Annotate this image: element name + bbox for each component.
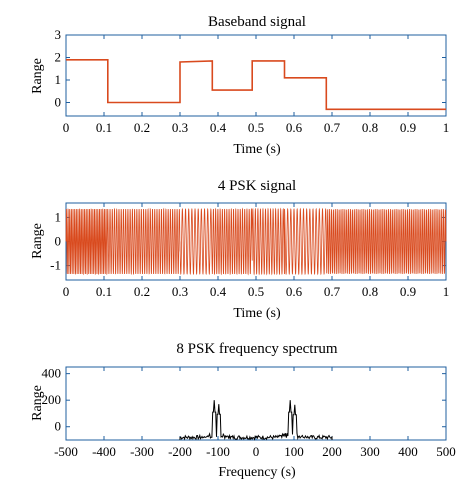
x-tick-label: 1 bbox=[443, 120, 450, 135]
y-tick-label: 2 bbox=[55, 50, 62, 65]
x-tick-label: 0.2 bbox=[134, 120, 150, 135]
y-tick-label: 1 bbox=[55, 72, 62, 87]
x-tick-label: -100 bbox=[206, 444, 230, 459]
y-ticks: 0 200 400 bbox=[42, 366, 446, 434]
x-tick-label: 200 bbox=[322, 444, 342, 459]
x-tick-label: 0 bbox=[63, 284, 70, 299]
plot-frame bbox=[65, 366, 447, 441]
x-tick-label: -300 bbox=[130, 444, 154, 459]
spectrum-series-line bbox=[179, 400, 333, 441]
x-tick-label: 0.5 bbox=[248, 120, 264, 135]
y-ticks: 0 1 2 3 bbox=[55, 27, 446, 110]
x-ticks: 0 0.1 0.2 0.3 0.4 0.5 0.6 0.7 0.8 0.9 1 bbox=[63, 203, 450, 299]
x-tick-label: -400 bbox=[92, 444, 116, 459]
chart-title: 8 PSK frequency spectrum bbox=[176, 341, 338, 357]
y-tick-label: -1 bbox=[50, 258, 61, 273]
x-tick-label: 0.7 bbox=[324, 120, 341, 135]
y-tick-label: 1 bbox=[55, 209, 62, 224]
x-ticks: 0 0.1 0.2 0.3 0.4 0.5 0.6 0.7 0.8 0.9 1 bbox=[63, 35, 450, 135]
x-tick-label: 0.9 bbox=[400, 120, 416, 135]
y-tick-label: 0 bbox=[55, 234, 62, 249]
panel-spectrum: 8 PSK frequency spectrum -500 -400 -300 -20… bbox=[30, 341, 456, 480]
chart-title: Baseband signal bbox=[208, 14, 306, 30]
x-axis-label: Frequency (s) bbox=[218, 465, 296, 480]
x-tick-label: 300 bbox=[360, 444, 380, 459]
y-tick-label: 0 bbox=[55, 419, 62, 434]
x-tick-label: 0.6 bbox=[286, 284, 303, 299]
y-tick-label: 3 bbox=[55, 27, 62, 42]
plot-frame bbox=[65, 34, 447, 117]
x-tick-label: 1 bbox=[443, 284, 450, 299]
x-tick-label: 0 bbox=[63, 120, 70, 135]
x-tick-label: 0.2 bbox=[134, 284, 150, 299]
y-axis-label: Range bbox=[30, 223, 45, 259]
y-tick-label: 400 bbox=[42, 366, 62, 381]
psk-series-line bbox=[65, 207, 447, 276]
chart-title: 4 PSK signal bbox=[218, 178, 296, 194]
x-ticks: -500 -400 -300 -200 -100 0 100 200 300 400 500 bbox=[54, 367, 456, 459]
x-tick-label: -500 bbox=[54, 444, 78, 459]
x-tick-label: 0.8 bbox=[362, 284, 378, 299]
x-tick-label: 0.4 bbox=[210, 120, 227, 135]
x-axis-label: Time (s) bbox=[233, 306, 281, 321]
x-tick-label: 500 bbox=[436, 444, 456, 459]
baseband-series-line bbox=[66, 59, 446, 111]
x-tick-label: 0.6 bbox=[286, 120, 303, 135]
y-axis-label: Range bbox=[30, 58, 45, 94]
x-tick-label: 0.4 bbox=[210, 284, 227, 299]
y-tick-label: 0 bbox=[55, 95, 62, 110]
y-tick-label: 200 bbox=[42, 392, 62, 407]
x-tick-label: 0.1 bbox=[96, 120, 112, 135]
y-axis-label: Range bbox=[30, 385, 45, 421]
x-tick-label: 0.3 bbox=[172, 284, 188, 299]
x-tick-label: 0.7 bbox=[324, 284, 341, 299]
x-tick-label: 400 bbox=[398, 444, 418, 459]
x-tick-label: 0.8 bbox=[362, 120, 378, 135]
x-tick-label: 0.1 bbox=[96, 284, 112, 299]
x-tick-label: 0 bbox=[253, 444, 260, 459]
x-tick-label: 0.9 bbox=[400, 284, 416, 299]
x-axis-label: Time (s) bbox=[233, 142, 281, 157]
panel-psk-signal: 4 PSK signal 0 0.1 0.2 0.3 0.4 0.5 0.6 0.7 0.8 0.… bbox=[30, 178, 449, 321]
panel-baseband: Baseband signal 0 0.1 0.2 0.3 0.4 0.5 0.6 0.7 0.… bbox=[30, 14, 449, 157]
x-tick-label: -200 bbox=[168, 444, 192, 459]
x-tick-label: 0.5 bbox=[248, 284, 264, 299]
x-tick-label: 0.3 bbox=[172, 120, 188, 135]
x-tick-label: 100 bbox=[284, 444, 304, 459]
